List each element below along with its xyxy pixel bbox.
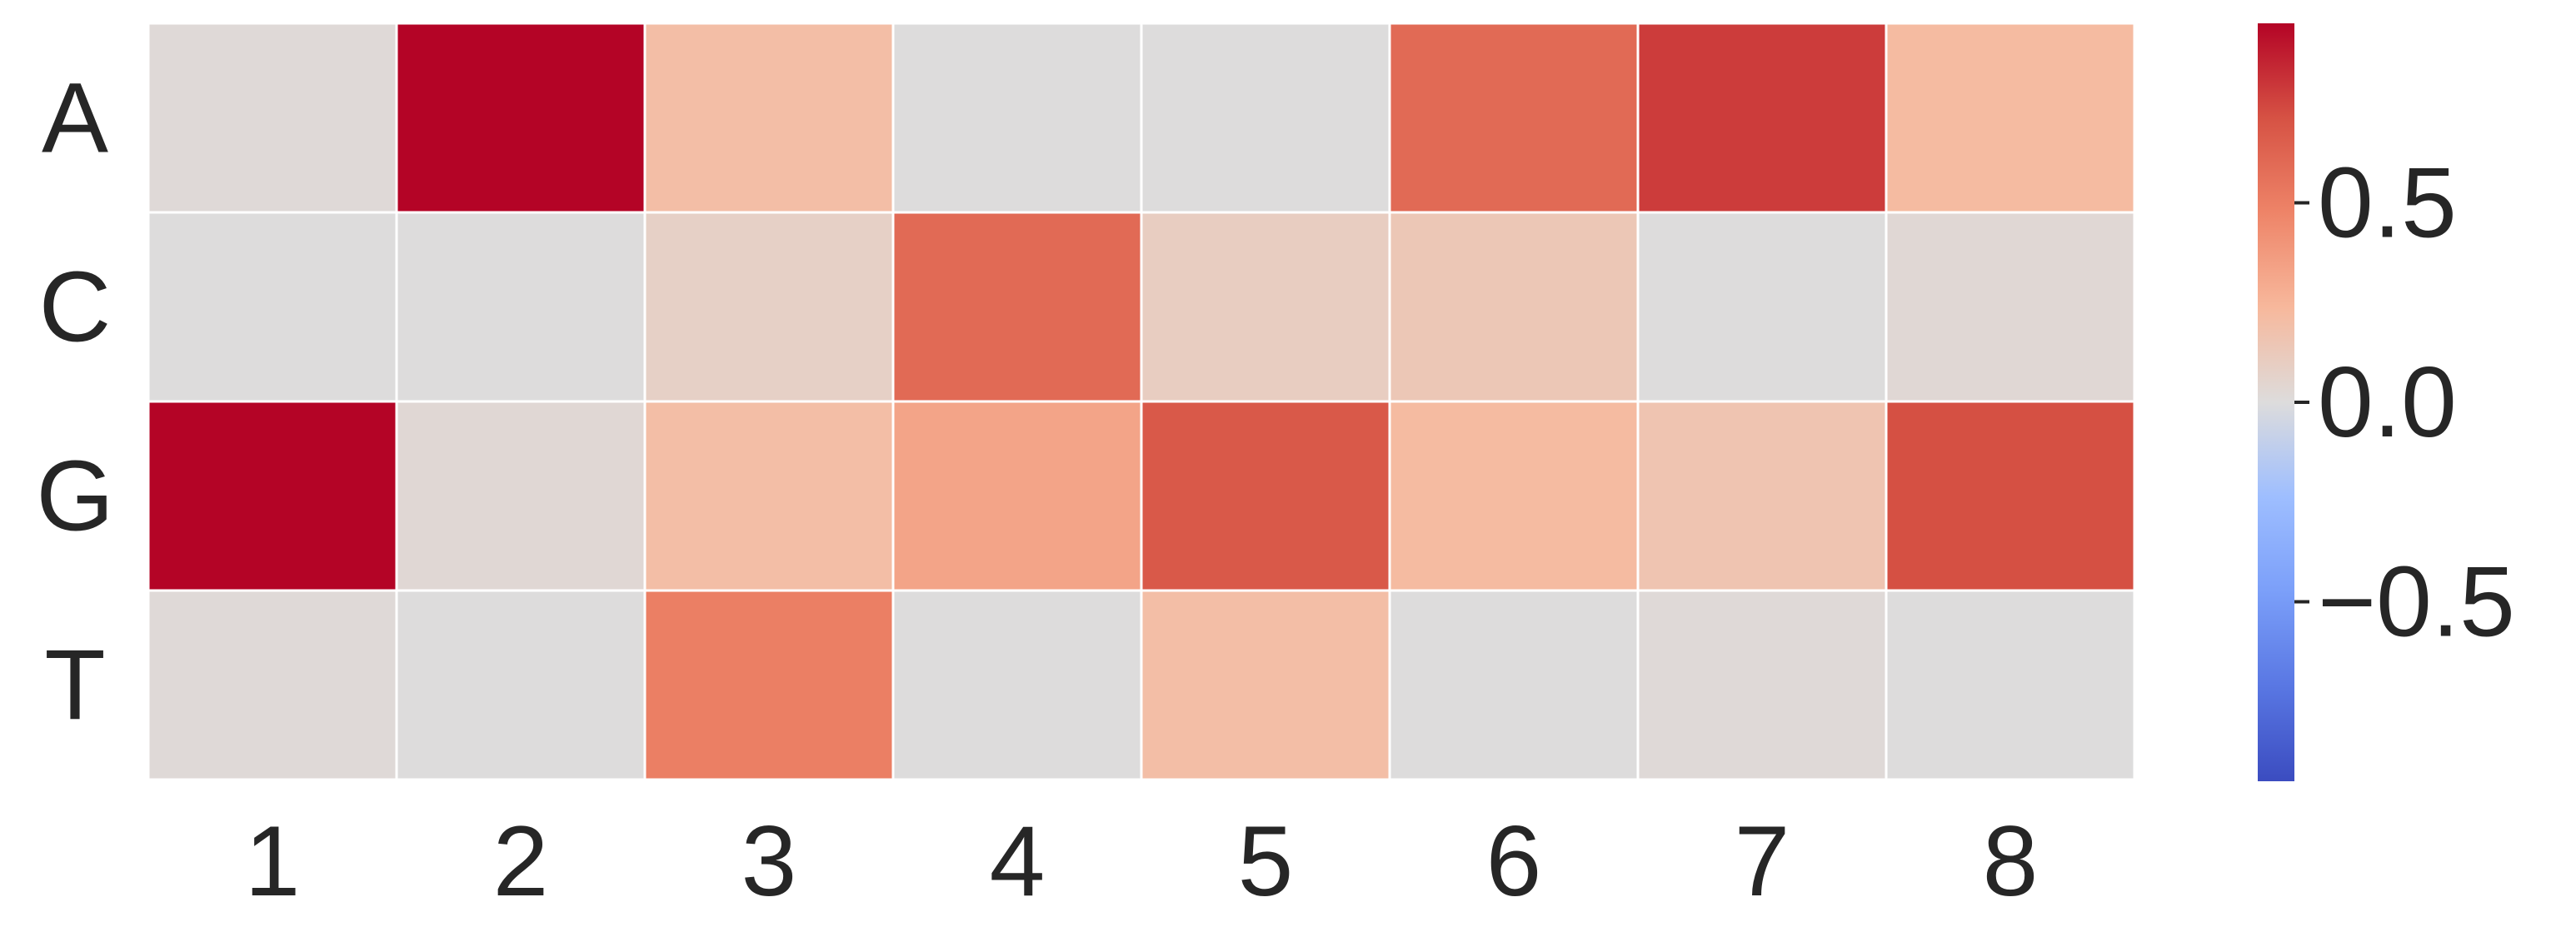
colorbar-tick-label: 0.0 xyxy=(2318,346,2457,458)
colorbar-tick-label: −0.5 xyxy=(2318,546,2515,657)
heatmap-cell-G-6 xyxy=(1388,400,1640,592)
heatmap-cell-G-4 xyxy=(891,400,1143,592)
heatmap-cell-A-8 xyxy=(1885,22,2136,214)
column-label-2: 2 xyxy=(493,805,549,917)
heatmap-cell-A-4 xyxy=(891,22,1143,214)
heatmap-cell-A-1 xyxy=(147,22,398,214)
heatmap-cell-G-3 xyxy=(643,400,895,592)
row-label-C: C xyxy=(39,252,112,363)
column-label-4: 4 xyxy=(990,805,1046,917)
heatmap-cells xyxy=(147,22,2136,781)
heatmap-cell-C-1 xyxy=(147,211,398,403)
heatmap-cell-G-1 xyxy=(147,400,398,592)
heatmap-cell-C-7 xyxy=(1636,211,1888,403)
heatmap-cell-G-8 xyxy=(1885,400,2136,592)
heatmap-cell-G-5 xyxy=(1140,400,1391,592)
heatmap-cell-A-3 xyxy=(643,22,895,214)
heatmap-cell-A-5 xyxy=(1140,22,1391,214)
colorbar-tick-label: 0.5 xyxy=(2318,147,2457,259)
colorbar xyxy=(2258,23,2294,781)
column-label-8: 8 xyxy=(1983,805,2039,917)
row-label-T: T xyxy=(44,630,105,741)
heatmap-cell-A-2 xyxy=(395,22,646,214)
column-label-1: 1 xyxy=(245,805,301,917)
column-label-6: 6 xyxy=(1486,805,1542,917)
heatmap-cell-G-2 xyxy=(395,400,646,592)
heatmap-cell-T-2 xyxy=(395,589,646,781)
column-labels: 1 2 3 4 5 6 7 8 xyxy=(245,805,2039,917)
heatmap-cell-C-3 xyxy=(643,211,895,403)
column-label-7: 7 xyxy=(1735,805,1790,917)
heatmap-cell-A-7 xyxy=(1636,22,1888,214)
column-label-5: 5 xyxy=(1238,805,1294,917)
heatmap-cell-G-7 xyxy=(1636,400,1888,592)
heatmap-cell-T-3 xyxy=(643,589,895,781)
heatmap-cell-T-7 xyxy=(1636,589,1888,781)
colorbar-gradient xyxy=(2258,23,2294,781)
row-label-A: A xyxy=(42,62,108,174)
heatmap-cell-T-1 xyxy=(147,589,398,781)
heatmap-cell-A-6 xyxy=(1388,22,1640,214)
heatmap-cell-C-6 xyxy=(1388,211,1640,403)
heatmap-cell-T-8 xyxy=(1885,589,2136,781)
heatmap-cell-C-8 xyxy=(1885,211,2136,403)
heatmap-cell-C-2 xyxy=(395,211,646,403)
colorbar-ticks: 0.5 0.0 −0.5 xyxy=(2294,147,2515,657)
heatmap-cell-C-5 xyxy=(1140,211,1391,403)
heatmap-cell-T-5 xyxy=(1140,589,1391,781)
heatmap-cell-T-4 xyxy=(891,589,1143,781)
heatmap-cell-T-6 xyxy=(1388,589,1640,781)
row-label-G: G xyxy=(36,441,113,552)
heatmap-cell-C-4 xyxy=(891,211,1143,403)
column-label-3: 3 xyxy=(741,805,797,917)
